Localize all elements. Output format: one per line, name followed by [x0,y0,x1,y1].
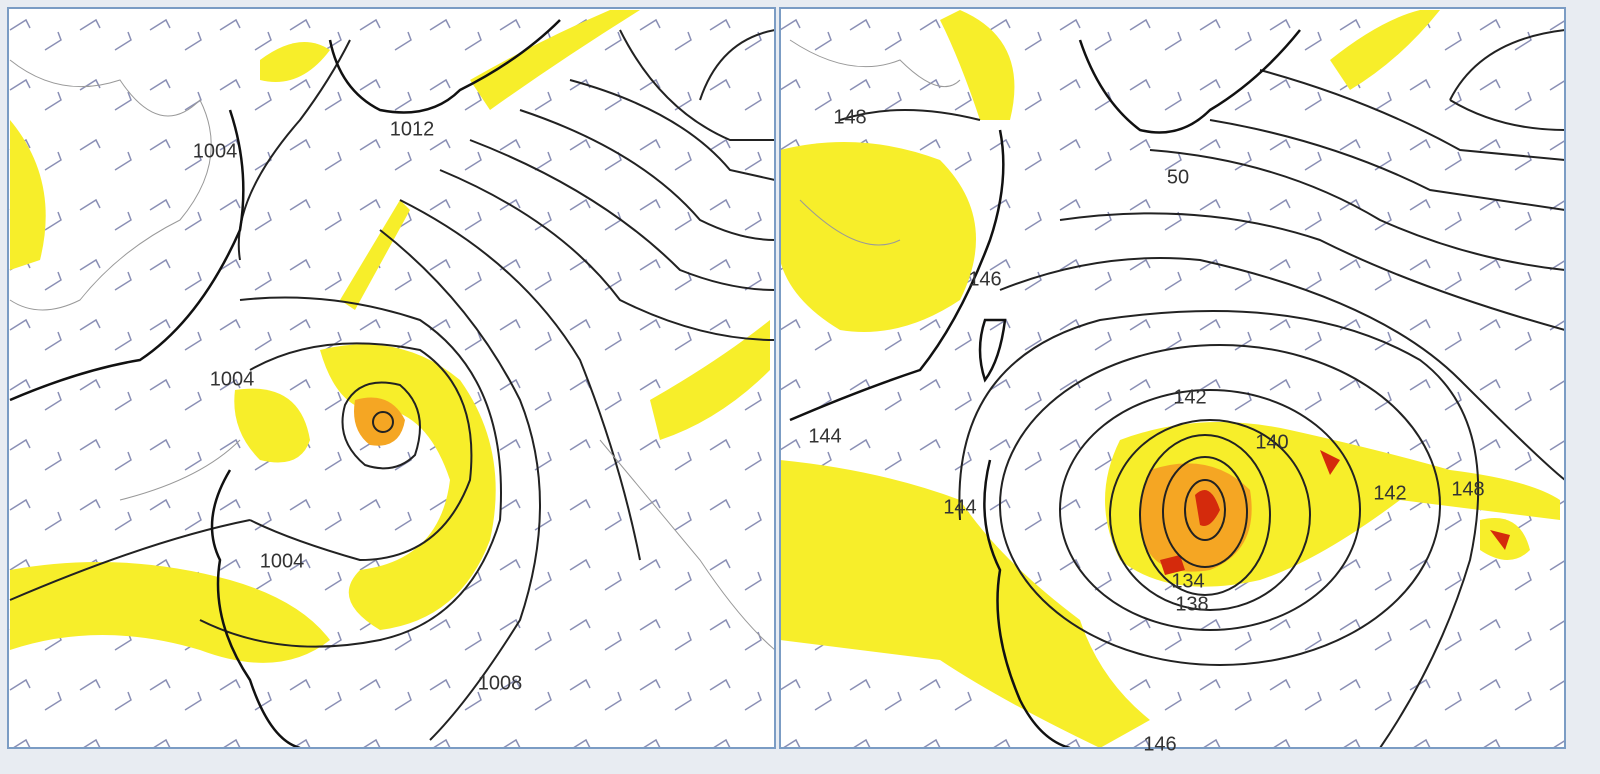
contour-label: 1012 [390,118,435,140]
contour-label: 138 [1175,593,1208,615]
contour-label: 142 [1373,482,1406,504]
contour-label: 134 [1171,570,1204,592]
panel-border [779,7,1566,749]
right-panel [780,8,1565,748]
contour-label: 146 [1143,733,1176,755]
panel-border [7,7,776,749]
contour-label: 144 [943,496,976,518]
contour-label: 148 [1451,478,1484,500]
left-panel [8,8,775,748]
contour-label: 1008 [478,672,523,694]
contour-label: 50 [1167,166,1189,188]
contour-label: 1004 [210,368,255,390]
contour-label: 146 [968,268,1001,290]
contour-label: 1004 [260,550,305,572]
contour-label: 142 [1173,386,1206,408]
contour-label: 144 [808,425,841,447]
contour-label: 148 [833,106,866,128]
contour-label: 140 [1255,431,1288,453]
contour-label: 1004 [193,140,238,162]
